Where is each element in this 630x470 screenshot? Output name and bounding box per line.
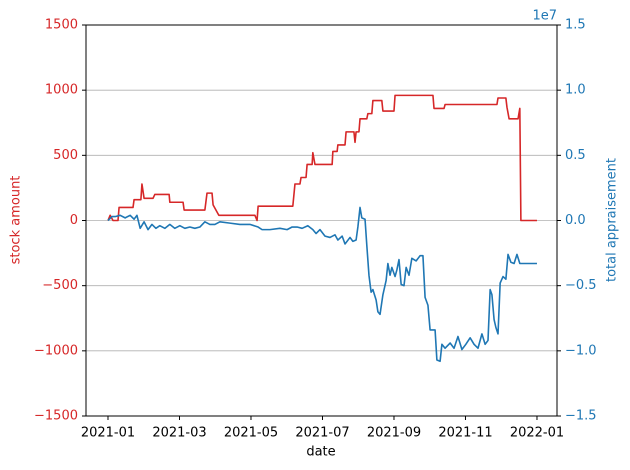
x-tick-label: 2021-03 [152,426,206,441]
y2-tick-label: −1.5 [565,409,597,424]
y-tick-label: 0 [70,213,78,228]
y-tick-label: 500 [53,148,78,163]
y2-tick-label: −0.5 [565,278,597,293]
y-axis-label: stock amount [9,176,24,265]
x-tick-label: 2021-05 [224,426,278,441]
x-tick-label: 2021-09 [367,426,421,441]
y-tick-label: 1500 [45,18,78,33]
x-axis-label: date [306,445,335,460]
y2-tick-label: 1.5 [565,18,586,33]
y2-offset-label: 1e7 [532,9,557,24]
y-tick-label: −1500 [34,409,78,424]
x-tick-label: 2022-01 [510,426,564,441]
y2-tick-label: 0.5 [565,148,586,163]
y2-tick-label: 0.0 [565,213,586,228]
y2-tick-label: 1.0 [565,83,586,98]
y2-axis-label: total appraisement [605,158,620,282]
x-tick-label: 2021-07 [295,426,349,441]
plot-frame [85,24,558,417]
y-tick-label: 1000 [45,83,78,98]
y-tick-label: −1000 [34,343,78,358]
y2-tick-label: −1.0 [565,343,597,358]
series-line [107,206,537,363]
y-tick-label: −500 [42,278,78,293]
x-tick-label: 2021-01 [81,426,135,441]
x-tick-label: 2021-11 [438,426,492,441]
series-line [107,94,537,222]
